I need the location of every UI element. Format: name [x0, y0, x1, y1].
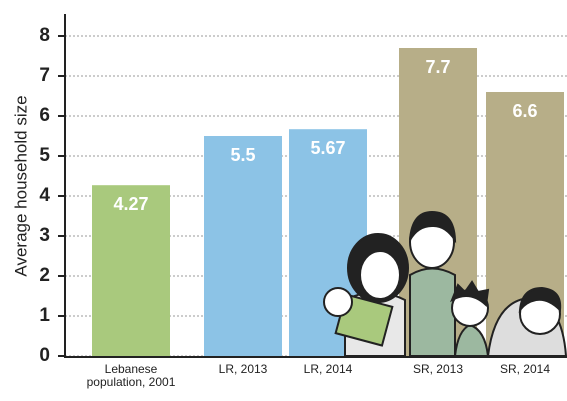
x-tick-label: SR, 2014 [499, 362, 551, 376]
y-tick-label: 4 [39, 185, 50, 206]
y-tick-label: 3 [39, 225, 50, 246]
y-tick-label: 1 [39, 305, 50, 326]
y-tick-label: 0 [39, 345, 50, 366]
person-face [359, 250, 401, 300]
x-tick-label: LR, 2013 [218, 362, 268, 376]
y-tick-label: 5 [39, 145, 50, 166]
person-hair [409, 210, 457, 244]
y-tick-label: 7 [39, 65, 50, 86]
value-label: 5.5 [230, 145, 255, 165]
child-face [323, 287, 353, 317]
bar [92, 185, 170, 356]
child-hair [450, 280, 490, 308]
people-illustration [323, 210, 567, 357]
person-body [409, 267, 456, 357]
value-label: 6.6 [512, 101, 537, 121]
y-tick-label: 6 [39, 105, 50, 126]
x-tick-label: LR, 2014 [303, 362, 353, 376]
y-tick-label: 8 [39, 25, 50, 46]
value-label: 4.27 [113, 194, 148, 214]
y-axis-label: Average household size [11, 95, 30, 276]
y-tick-label: 2 [39, 265, 50, 286]
x-tick-label: SR, 2013 [412, 362, 464, 376]
value-label: 7.7 [425, 57, 450, 77]
x-tick-label: Lebanese population, 2001 [86, 362, 176, 389]
bar [204, 136, 282, 356]
value-label: 5.67 [310, 138, 345, 158]
person-hair [518, 286, 562, 314]
